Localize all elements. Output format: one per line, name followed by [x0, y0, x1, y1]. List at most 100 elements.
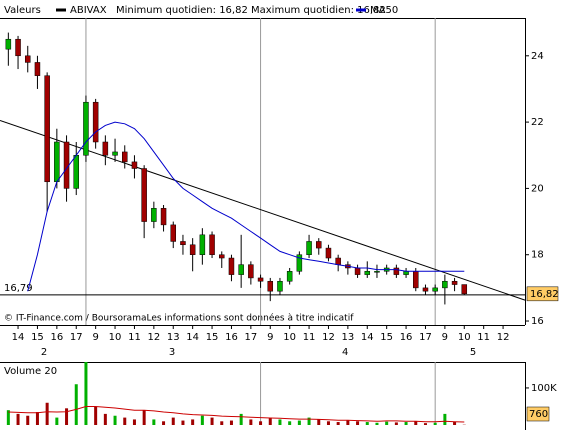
volume-bar	[288, 421, 292, 425]
volume-bar	[394, 422, 398, 425]
x-tick-label: 17	[70, 332, 83, 343]
volume-bar	[181, 420, 185, 425]
volume-bar	[423, 423, 427, 425]
last-volume-box	[526, 406, 550, 422]
candle-body	[335, 257, 341, 265]
x-tick-label: 12	[322, 332, 335, 343]
candle-body	[364, 271, 371, 275]
volume-bar	[375, 422, 379, 425]
volume-bar	[162, 421, 166, 425]
candle-body	[15, 38, 21, 57]
volume-bar	[132, 419, 136, 425]
volume-bar	[220, 421, 224, 425]
x-tick-label: 11	[303, 332, 316, 343]
last-price-box	[526, 286, 559, 302]
volume-bar	[346, 420, 350, 425]
candle-body	[63, 141, 70, 189]
y-tick-label: 16	[531, 316, 544, 327]
volume-bar	[94, 406, 98, 425]
candle-body	[413, 271, 419, 289]
candle-body	[5, 38, 12, 50]
candle-body	[189, 244, 196, 255]
volume-bar	[103, 413, 107, 425]
candle-body	[257, 277, 264, 282]
candle-body	[228, 257, 235, 275]
last-price-label: 16,82	[530, 289, 559, 300]
volume-bar	[191, 419, 195, 425]
candle-body	[286, 271, 293, 282]
candle-body	[170, 224, 177, 242]
candle-body	[160, 208, 167, 226]
candle-body	[248, 264, 254, 279]
volume-bar	[35, 412, 39, 425]
x-tick-label: 15	[380, 332, 393, 343]
candle-body	[24, 55, 31, 63]
volume-bar	[65, 408, 69, 425]
volume-bar	[453, 422, 457, 425]
candle-body	[122, 151, 128, 163]
x-tick-label: 16	[50, 332, 63, 343]
candle-body	[238, 264, 244, 275]
candle-body	[316, 241, 322, 249]
x-tick-label: 17	[419, 332, 432, 343]
volume-bar	[433, 422, 437, 425]
x-tick-label: 9	[92, 332, 98, 343]
candle-body	[199, 234, 206, 255]
candle-body	[306, 241, 312, 255]
volume-bar	[385, 421, 389, 425]
candle-body	[442, 280, 448, 289]
x-tick-label: 10	[109, 332, 122, 343]
candle-body	[73, 155, 79, 189]
volume-bar	[210, 417, 214, 425]
volume-bar	[356, 421, 360, 425]
day-label: 2	[41, 347, 47, 358]
candle-body	[112, 151, 118, 156]
x-tick-label: 13	[167, 332, 180, 343]
volume-bar	[249, 419, 253, 425]
x-tick-label: 10	[458, 332, 471, 343]
volume-bar	[26, 415, 30, 425]
x-tick-label: 11	[128, 332, 141, 343]
candle-body	[267, 280, 274, 292]
candle-body	[44, 75, 50, 183]
x-tick-label: 12	[497, 332, 510, 343]
last-volume-label: 760	[529, 409, 548, 420]
volume-title: Volume 20	[4, 366, 57, 377]
legend-title: Valeurs	[4, 5, 41, 16]
volume-bar	[443, 413, 447, 425]
candle-body	[141, 168, 147, 222]
x-tick-label: 14	[361, 332, 374, 343]
candle-body	[461, 284, 468, 295]
volume-bar	[123, 417, 127, 425]
candle-body	[374, 271, 380, 273]
x-tick-label: 16	[225, 332, 238, 343]
candle-body	[83, 101, 89, 156]
legend-symbol: ABIVAX	[70, 5, 107, 16]
legend-stats: Minimum quotidien: 16,82 Maximum quotidi…	[116, 5, 386, 16]
volume-bar	[297, 420, 301, 425]
reference-label: 16,79	[4, 283, 33, 294]
volume-bar	[6, 410, 10, 425]
x-tick-label: 9	[442, 332, 448, 343]
candle-body	[296, 254, 303, 272]
candle-body	[131, 161, 138, 169]
volume-bar	[74, 384, 78, 425]
candle-body	[180, 241, 186, 246]
candle-body	[422, 287, 429, 292]
x-tick-label: 10	[283, 332, 296, 343]
footer: © IT-Finance.com / BoursoramaLes informa…	[4, 313, 354, 324]
volume-bar	[307, 417, 311, 425]
volume-bar	[84, 362, 88, 425]
x-tick-label: 15	[31, 332, 44, 343]
y-tick-label: 18	[531, 250, 544, 261]
volume-bar	[336, 422, 340, 425]
candle-body	[354, 267, 361, 275]
x-tick-label: 13	[341, 332, 354, 343]
legend-ma: MA50	[370, 5, 398, 16]
x-tick-label: 14	[186, 332, 199, 343]
x-tick-label: 9	[267, 332, 273, 343]
y-tick-label: 22	[531, 117, 544, 128]
x-tick-label: 16	[400, 332, 413, 343]
